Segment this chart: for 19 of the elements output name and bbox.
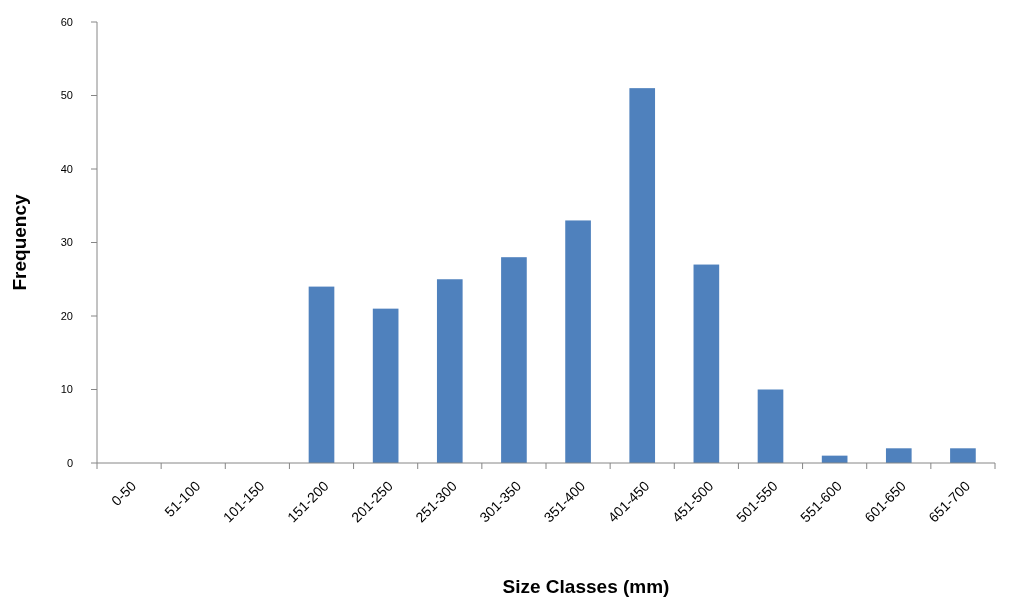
x-axis-title: Size Classes (mm) <box>502 576 670 597</box>
bar <box>757 389 784 463</box>
bar <box>308 286 335 463</box>
bar <box>436 279 463 463</box>
bar <box>950 448 976 463</box>
bar <box>885 448 912 463</box>
y-tick-label: 0 <box>66 456 73 469</box>
y-tick-label: 30 <box>60 236 73 249</box>
bar <box>693 264 720 463</box>
bar <box>629 88 656 463</box>
bar <box>501 257 527 463</box>
y-tick-label: 60 <box>60 15 73 28</box>
y-tick-label: 10 <box>60 383 73 396</box>
bar <box>372 308 399 463</box>
y-tick-label: 50 <box>60 89 73 102</box>
y-tick-label: 40 <box>60 162 73 175</box>
bar <box>565 220 591 463</box>
y-axis-title: Frequency <box>9 194 30 291</box>
y-tick-label: 20 <box>60 309 73 322</box>
